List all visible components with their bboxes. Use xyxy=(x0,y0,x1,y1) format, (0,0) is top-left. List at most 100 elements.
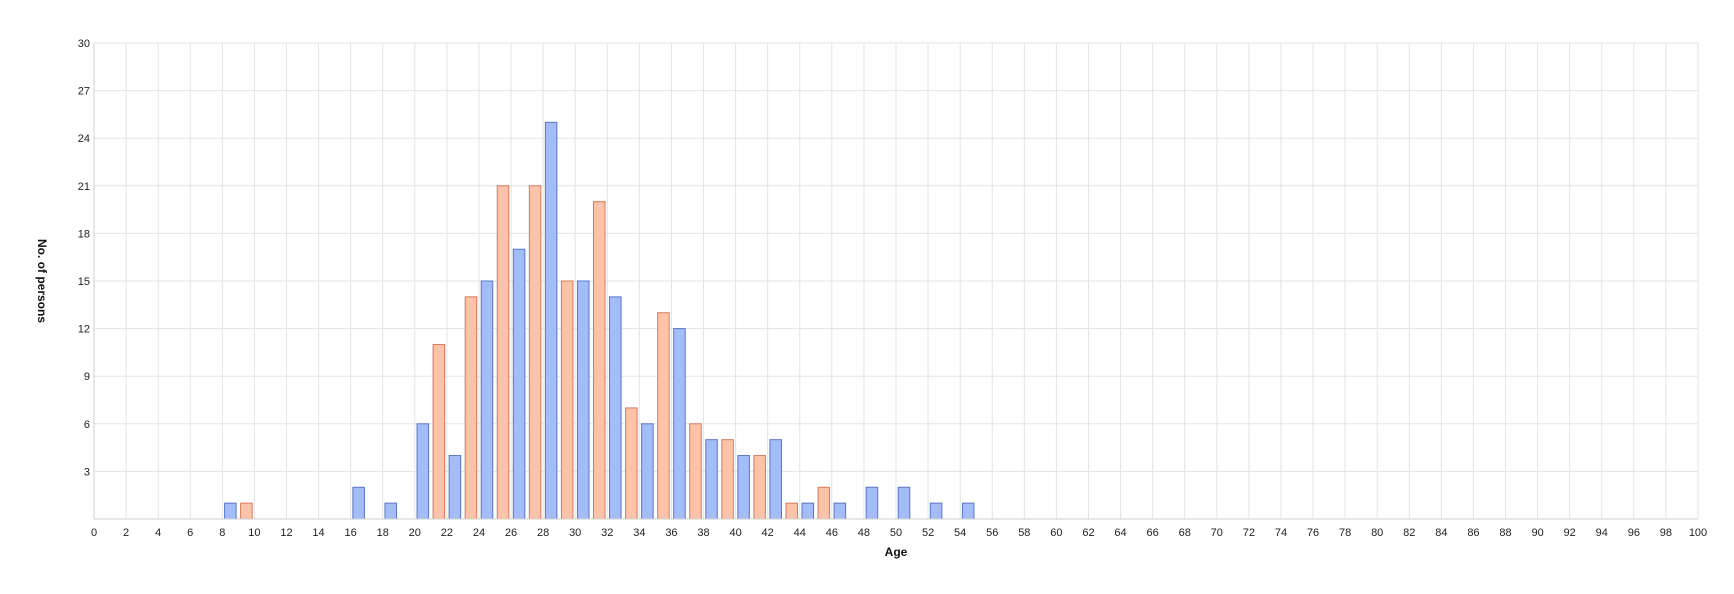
x-tick-label: 88 xyxy=(1499,527,1511,539)
bar-series-1 xyxy=(801,502,815,520)
bar-series-2 xyxy=(464,296,478,520)
bar-series-1 xyxy=(609,296,622,520)
bar-series-1 xyxy=(448,455,462,520)
bar-series-2 xyxy=(689,423,702,520)
x-tick-label: 84 xyxy=(1435,527,1447,539)
bar-series-2 xyxy=(240,502,253,520)
bar-series-1 xyxy=(833,502,847,520)
x-tick-label: 18 xyxy=(377,527,389,539)
x-tick-label: 96 xyxy=(1628,527,1640,539)
x-tick-label: 90 xyxy=(1531,527,1543,539)
x-tick-label: 30 xyxy=(569,527,581,539)
x-tick-label: 26 xyxy=(505,527,517,539)
bar-series-1 xyxy=(769,439,782,520)
x-tick-label: 64 xyxy=(1114,527,1126,539)
bar-series-1 xyxy=(576,280,590,520)
x-tick-label: 34 xyxy=(633,527,645,539)
x-tick-label: 72 xyxy=(1243,527,1255,539)
x-tick-label: 0 xyxy=(91,527,97,539)
bar-series-1 xyxy=(352,486,365,520)
bar-series-2 xyxy=(560,280,574,520)
x-tick-label: 68 xyxy=(1179,527,1191,539)
y-tick-label: 24 xyxy=(78,133,90,145)
bar-series-1 xyxy=(737,455,750,520)
x-tick-label: 56 xyxy=(986,527,998,539)
bar-series-1 xyxy=(224,502,237,520)
x-tick-label: 62 xyxy=(1082,527,1094,539)
bar-series-2 xyxy=(496,185,510,520)
x-tick-label: 58 xyxy=(1018,527,1030,539)
x-tick-label: 100 xyxy=(1689,527,1707,539)
x-tick-labels: 0 2 4 6 8 10 12 14 16 18 20 22 24 26 28 30 32 34 36 38 40 42 4… xyxy=(91,527,1707,539)
x-tick-label: 46 xyxy=(826,527,838,539)
x-tick-label: 8 xyxy=(219,527,225,539)
bars-layer xyxy=(224,121,975,520)
x-tick-label: 78 xyxy=(1339,527,1351,539)
bar-series-2 xyxy=(721,439,734,520)
bar-series-1 xyxy=(384,502,398,520)
x-tick-label: 66 xyxy=(1147,527,1159,539)
x-tick-label: 92 xyxy=(1564,527,1576,539)
bar-series-1 xyxy=(961,502,975,520)
x-tick-label: 54 xyxy=(954,527,966,539)
y-tick-label: 30 xyxy=(78,38,90,50)
x-tick-label: 42 xyxy=(762,527,774,539)
x-tick-label: 60 xyxy=(1050,527,1062,539)
x-axis-title: Age xyxy=(885,545,908,559)
bar-series-1 xyxy=(512,248,526,520)
x-tick-label: 86 xyxy=(1467,527,1479,539)
x-tick-label: 40 xyxy=(729,527,741,539)
y-tick-label: 18 xyxy=(78,228,90,240)
y-tick-label: 12 xyxy=(78,324,90,336)
x-tick-label: 98 xyxy=(1660,527,1672,539)
bar-series-1 xyxy=(641,423,654,520)
x-tick-label: 50 xyxy=(890,527,902,539)
bar-series-1 xyxy=(929,502,943,520)
bar-series-1 xyxy=(705,439,718,520)
x-tick-label: 76 xyxy=(1307,527,1319,539)
y-tick-label: 6 xyxy=(84,419,90,431)
bar-series-2 xyxy=(753,455,766,520)
y-tick-labels: 3 6 9 12 15 18 21 24 27 30 xyxy=(78,38,90,478)
x-tick-label: 94 xyxy=(1596,527,1608,539)
bar-series-1 xyxy=(673,328,686,520)
x-tick-label: 10 xyxy=(248,527,260,539)
x-tick-label: 44 xyxy=(794,527,806,539)
bar-series-2 xyxy=(592,201,606,520)
x-tick-label: 16 xyxy=(345,527,357,539)
x-tick-label: 12 xyxy=(280,527,292,539)
bar-series-1 xyxy=(480,280,494,520)
bar-series-1 xyxy=(865,486,879,520)
x-tick-label: 70 xyxy=(1211,527,1223,539)
x-tick-label: 28 xyxy=(537,527,549,539)
y-tick-label: 9 xyxy=(84,371,90,383)
x-tick-label: 74 xyxy=(1275,527,1287,539)
x-tick-label: 36 xyxy=(665,527,677,539)
grid-lines xyxy=(93,42,1699,519)
x-tick-label: 82 xyxy=(1403,527,1415,539)
bar-series-1 xyxy=(416,423,430,520)
x-tick-label: 14 xyxy=(312,527,324,539)
x-tick-label: 32 xyxy=(601,527,613,539)
x-tick-label: 52 xyxy=(922,527,934,539)
y-axis-title: No. of persons xyxy=(35,239,49,323)
x-tick-label: 80 xyxy=(1371,527,1383,539)
x-tick-label: 48 xyxy=(858,527,870,539)
x-tick-label: 2 xyxy=(123,527,129,539)
axes-layer xyxy=(93,43,1698,520)
y-tick-label: 21 xyxy=(78,181,90,193)
bar-series-2 xyxy=(785,502,799,520)
x-tick-label: 24 xyxy=(473,527,485,539)
x-tick-label: 4 xyxy=(155,527,161,539)
bar-series-2 xyxy=(528,185,542,520)
bar-series-1 xyxy=(897,486,911,520)
bar-series-2 xyxy=(817,486,831,520)
y-tick-label: 3 xyxy=(84,466,90,478)
y-tick-label: 15 xyxy=(78,276,90,288)
x-tick-label: 20 xyxy=(409,527,421,539)
bar-series-1 xyxy=(544,121,558,520)
x-tick-label: 22 xyxy=(441,527,453,539)
bar-series-2 xyxy=(657,312,670,520)
